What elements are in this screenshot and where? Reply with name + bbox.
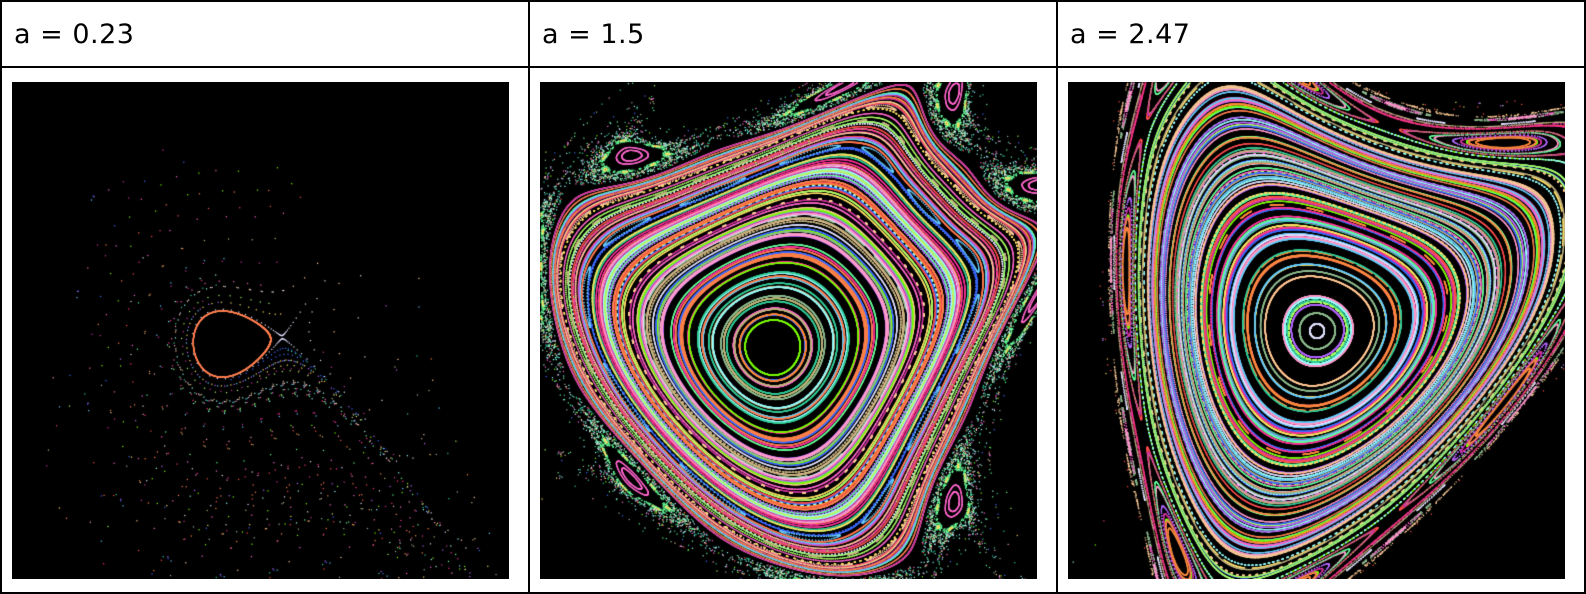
header-cell-3: a = 2.47 <box>1056 0 1586 69</box>
header-row: a = 0.23 a = 1.5 a = 2.47 <box>0 0 1586 69</box>
panel-label: a = 1.5 <box>542 18 645 50</box>
phase-portrait-canvas <box>540 81 1037 579</box>
image-cell-2 <box>528 66 1058 594</box>
header-cell-1: a = 0.23 <box>0 0 530 69</box>
panel-label: a = 0.23 <box>14 18 135 50</box>
image-row <box>0 66 1586 594</box>
image-cell-3 <box>1056 66 1586 594</box>
phase-portrait-image <box>12 81 509 579</box>
phase-portrait-image <box>540 81 1037 579</box>
header-cell-2: a = 1.5 <box>528 0 1058 69</box>
phase-portrait-canvas <box>1068 81 1565 579</box>
phase-portrait-canvas <box>12 81 509 579</box>
phase-portrait-image <box>1068 81 1565 579</box>
image-cell-1 <box>0 66 530 594</box>
panel-label: a = 2.47 <box>1070 18 1191 50</box>
